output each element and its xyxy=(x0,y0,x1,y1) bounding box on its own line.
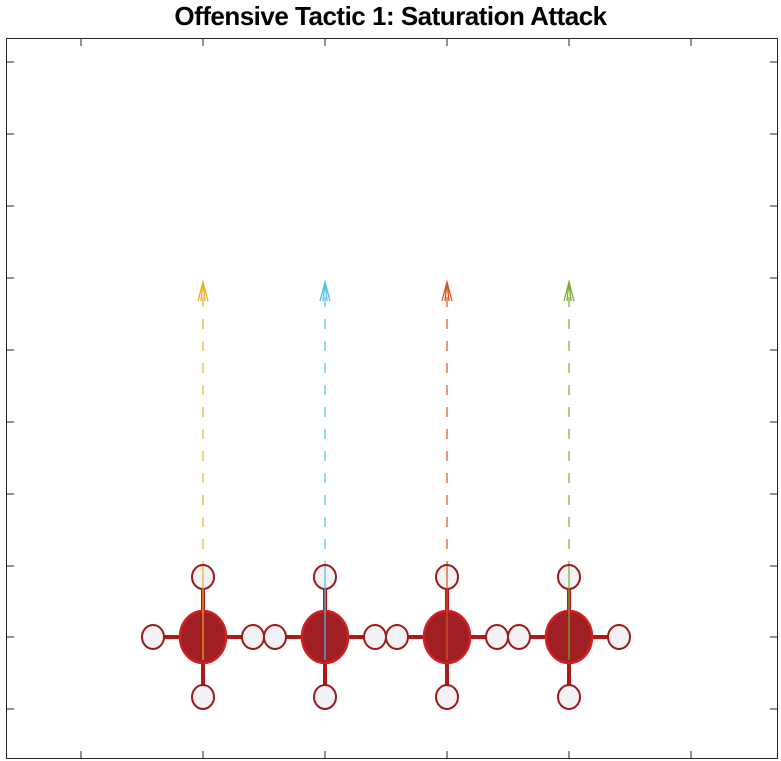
arrowhead-1 xyxy=(197,279,209,302)
rotor xyxy=(385,624,409,650)
arrowhead-2 xyxy=(319,279,331,302)
rotor xyxy=(191,684,215,710)
rotor xyxy=(263,624,287,650)
rotor xyxy=(435,684,459,710)
flight-paths xyxy=(202,284,570,637)
arrowhead-3 xyxy=(441,279,453,302)
arrowhead-4 xyxy=(563,279,575,302)
rotor xyxy=(557,684,581,710)
rotor xyxy=(607,624,631,650)
rotor xyxy=(485,624,509,650)
y-ticks xyxy=(6,61,778,710)
arrowheads xyxy=(197,279,575,302)
rotor xyxy=(241,624,265,650)
rotor xyxy=(363,624,387,650)
rotor xyxy=(141,624,165,650)
x-ticks xyxy=(80,38,692,759)
path-overlays xyxy=(202,566,570,660)
rotor xyxy=(313,684,337,710)
plot-title: Offensive Tactic 1: Saturation Attack xyxy=(174,1,607,31)
axes-frame xyxy=(6,38,778,759)
rotor xyxy=(507,624,531,650)
